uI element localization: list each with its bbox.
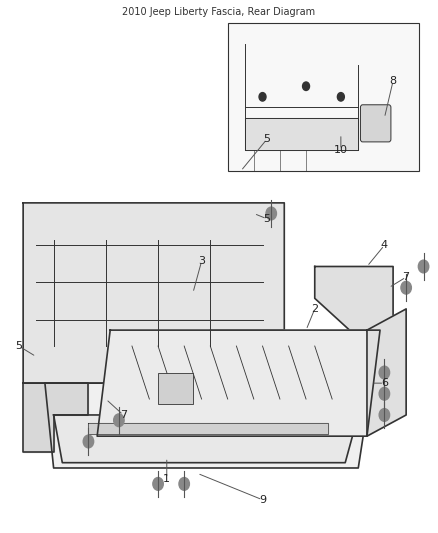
Text: 5: 5 <box>15 341 22 351</box>
Circle shape <box>401 281 411 294</box>
Bar <box>228 22 419 171</box>
Polygon shape <box>315 266 393 330</box>
Text: 5: 5 <box>263 214 270 224</box>
Circle shape <box>83 435 94 448</box>
Polygon shape <box>23 383 88 452</box>
Circle shape <box>266 207 276 220</box>
Text: 7: 7 <box>403 272 410 282</box>
Circle shape <box>379 409 390 421</box>
Circle shape <box>303 82 310 91</box>
Text: 4: 4 <box>381 240 388 251</box>
Text: 3: 3 <box>198 256 205 266</box>
Circle shape <box>114 414 124 426</box>
Circle shape <box>153 478 163 490</box>
Polygon shape <box>23 203 284 383</box>
Circle shape <box>337 93 344 101</box>
Text: 2: 2 <box>311 304 318 314</box>
Circle shape <box>259 93 266 101</box>
Polygon shape <box>88 423 328 433</box>
Text: 1: 1 <box>163 474 170 483</box>
Text: 8: 8 <box>389 76 397 86</box>
Circle shape <box>379 366 390 379</box>
Circle shape <box>379 387 390 400</box>
Text: 2010 Jeep Liberty Fascia, Rear Diagram: 2010 Jeep Liberty Fascia, Rear Diagram <box>123 7 315 17</box>
Polygon shape <box>367 309 406 436</box>
Text: 7: 7 <box>120 410 127 420</box>
Bar <box>158 373 193 405</box>
Polygon shape <box>245 118 358 150</box>
Circle shape <box>418 260 429 273</box>
Polygon shape <box>53 415 358 463</box>
Polygon shape <box>97 330 380 436</box>
Text: 6: 6 <box>381 378 388 388</box>
Text: 5: 5 <box>263 134 270 144</box>
Text: 10: 10 <box>334 145 348 155</box>
Circle shape <box>179 478 189 490</box>
Text: 9: 9 <box>259 495 266 505</box>
FancyBboxPatch shape <box>360 105 391 142</box>
Polygon shape <box>45 383 371 468</box>
